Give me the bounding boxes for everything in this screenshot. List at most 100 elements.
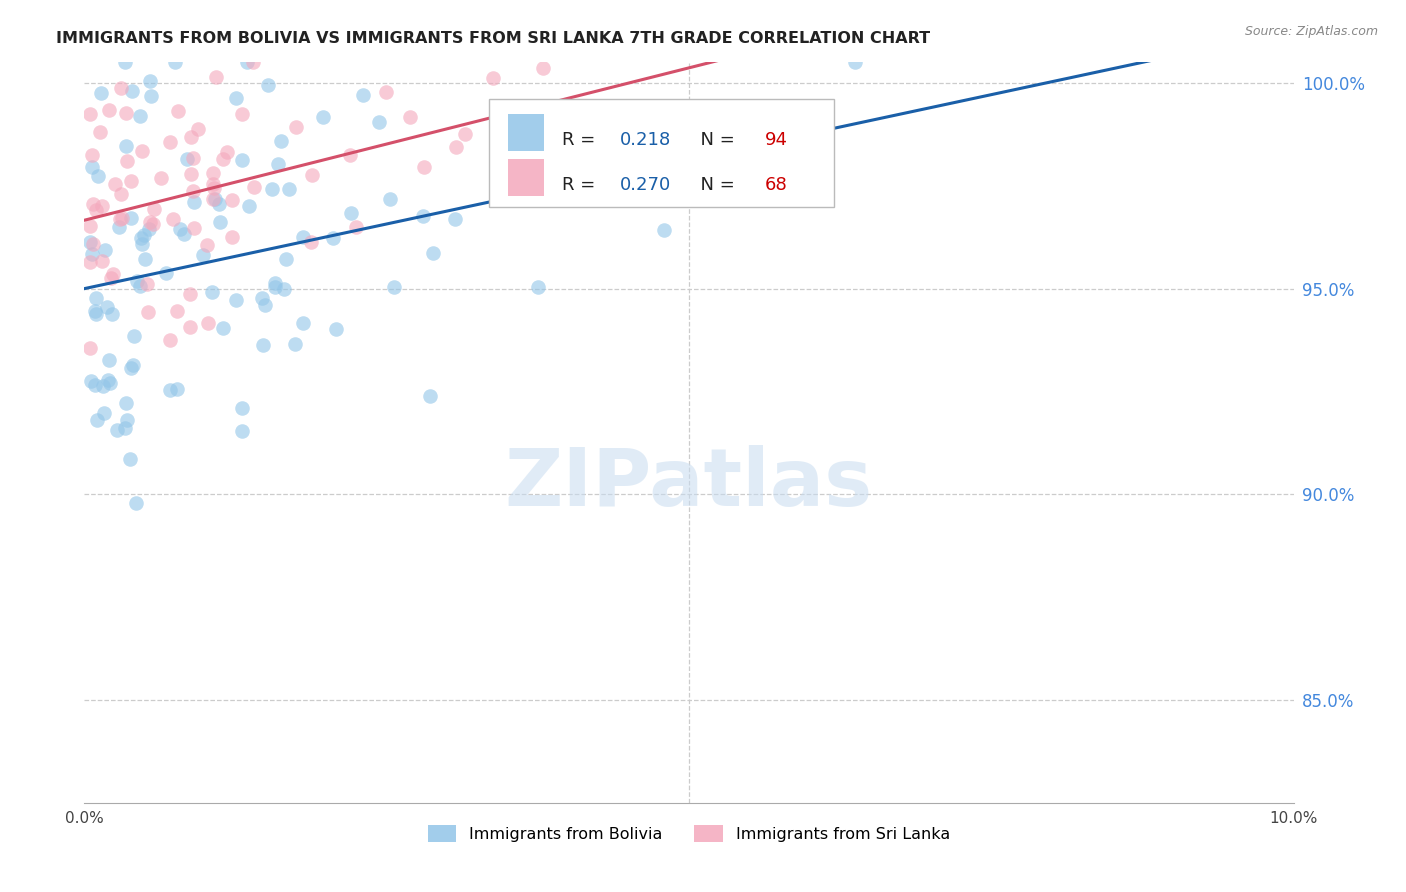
Point [108, 211, 131, 226]
Point [100, 271, 122, 285]
Point [84, 291, 107, 305]
Point [202, 181, 225, 195]
Point [176, 153, 198, 167]
Point [183, 194, 205, 209]
Point [264, 280, 287, 294]
Point [413, 160, 436, 174]
Point [367, 115, 389, 129]
Point [100, 376, 122, 391]
Point [238, 199, 260, 213]
Point [114, 55, 136, 70]
Point [110, 81, 132, 95]
Point [412, 210, 434, 224]
Point [844, 55, 866, 70]
Point [79, 341, 101, 355]
Point [82, 237, 104, 252]
Point [110, 187, 132, 202]
Point [86, 412, 108, 426]
Point [325, 322, 347, 336]
Point [225, 91, 247, 105]
Point [284, 120, 307, 135]
Point [111, 211, 134, 226]
Point [375, 85, 398, 99]
Point [482, 71, 505, 86]
Point [120, 451, 142, 466]
Point [193, 248, 215, 262]
Point [129, 278, 152, 293]
Point [131, 237, 153, 252]
Point [163, 55, 186, 70]
Text: ZIPatlas: ZIPatlas [505, 445, 873, 524]
Point [322, 231, 344, 245]
Point [312, 110, 335, 124]
Point [84, 202, 107, 217]
Point [299, 235, 322, 249]
Point [90, 86, 112, 100]
Point [159, 383, 181, 397]
Point [115, 105, 138, 120]
Point [202, 192, 225, 206]
Point [270, 134, 292, 148]
Point [97, 373, 120, 387]
Point [90, 253, 112, 268]
Point [260, 182, 283, 196]
Point [136, 305, 159, 319]
Point [134, 227, 156, 242]
Point [256, 78, 278, 92]
Point [142, 202, 165, 216]
Point [339, 147, 361, 161]
Point [129, 230, 152, 244]
Point [134, 252, 156, 266]
Point [96, 300, 118, 314]
Point [169, 221, 191, 235]
Point [231, 107, 253, 121]
Point [201, 178, 224, 192]
Point [162, 211, 184, 226]
Point [131, 145, 153, 159]
Point [82, 247, 104, 261]
Point [91, 379, 114, 393]
Text: 0.218: 0.218 [620, 131, 671, 149]
Text: R =: R = [562, 176, 600, 194]
Point [120, 361, 142, 376]
FancyBboxPatch shape [508, 159, 544, 195]
Point [378, 192, 401, 206]
Point [179, 286, 201, 301]
Point [80, 374, 103, 388]
Point [98, 103, 121, 117]
Text: 0.270: 0.270 [620, 176, 671, 194]
Point [121, 85, 143, 99]
Point [231, 424, 253, 438]
Point [120, 211, 142, 225]
Point [138, 221, 160, 235]
Point [79, 219, 101, 233]
Point [652, 222, 675, 236]
Point [453, 127, 475, 141]
Point [180, 168, 202, 182]
Text: N =: N = [689, 176, 741, 194]
Point [252, 291, 274, 305]
Point [79, 106, 101, 120]
Point [242, 55, 264, 70]
Point [86, 169, 108, 184]
Point [252, 338, 274, 352]
Point [114, 421, 136, 435]
Point [115, 396, 138, 410]
Point [221, 230, 243, 244]
Point [221, 194, 243, 208]
Point [125, 274, 148, 288]
FancyBboxPatch shape [508, 114, 544, 152]
Point [129, 109, 152, 123]
Point [204, 192, 226, 206]
Point [89, 125, 111, 139]
Point [344, 219, 367, 234]
Point [80, 148, 103, 162]
Point [179, 319, 201, 334]
Point [166, 104, 188, 119]
Point [103, 267, 125, 281]
Point [120, 174, 142, 188]
Point [159, 135, 181, 149]
Point [254, 298, 277, 312]
Point [150, 170, 173, 185]
Point [173, 227, 195, 241]
